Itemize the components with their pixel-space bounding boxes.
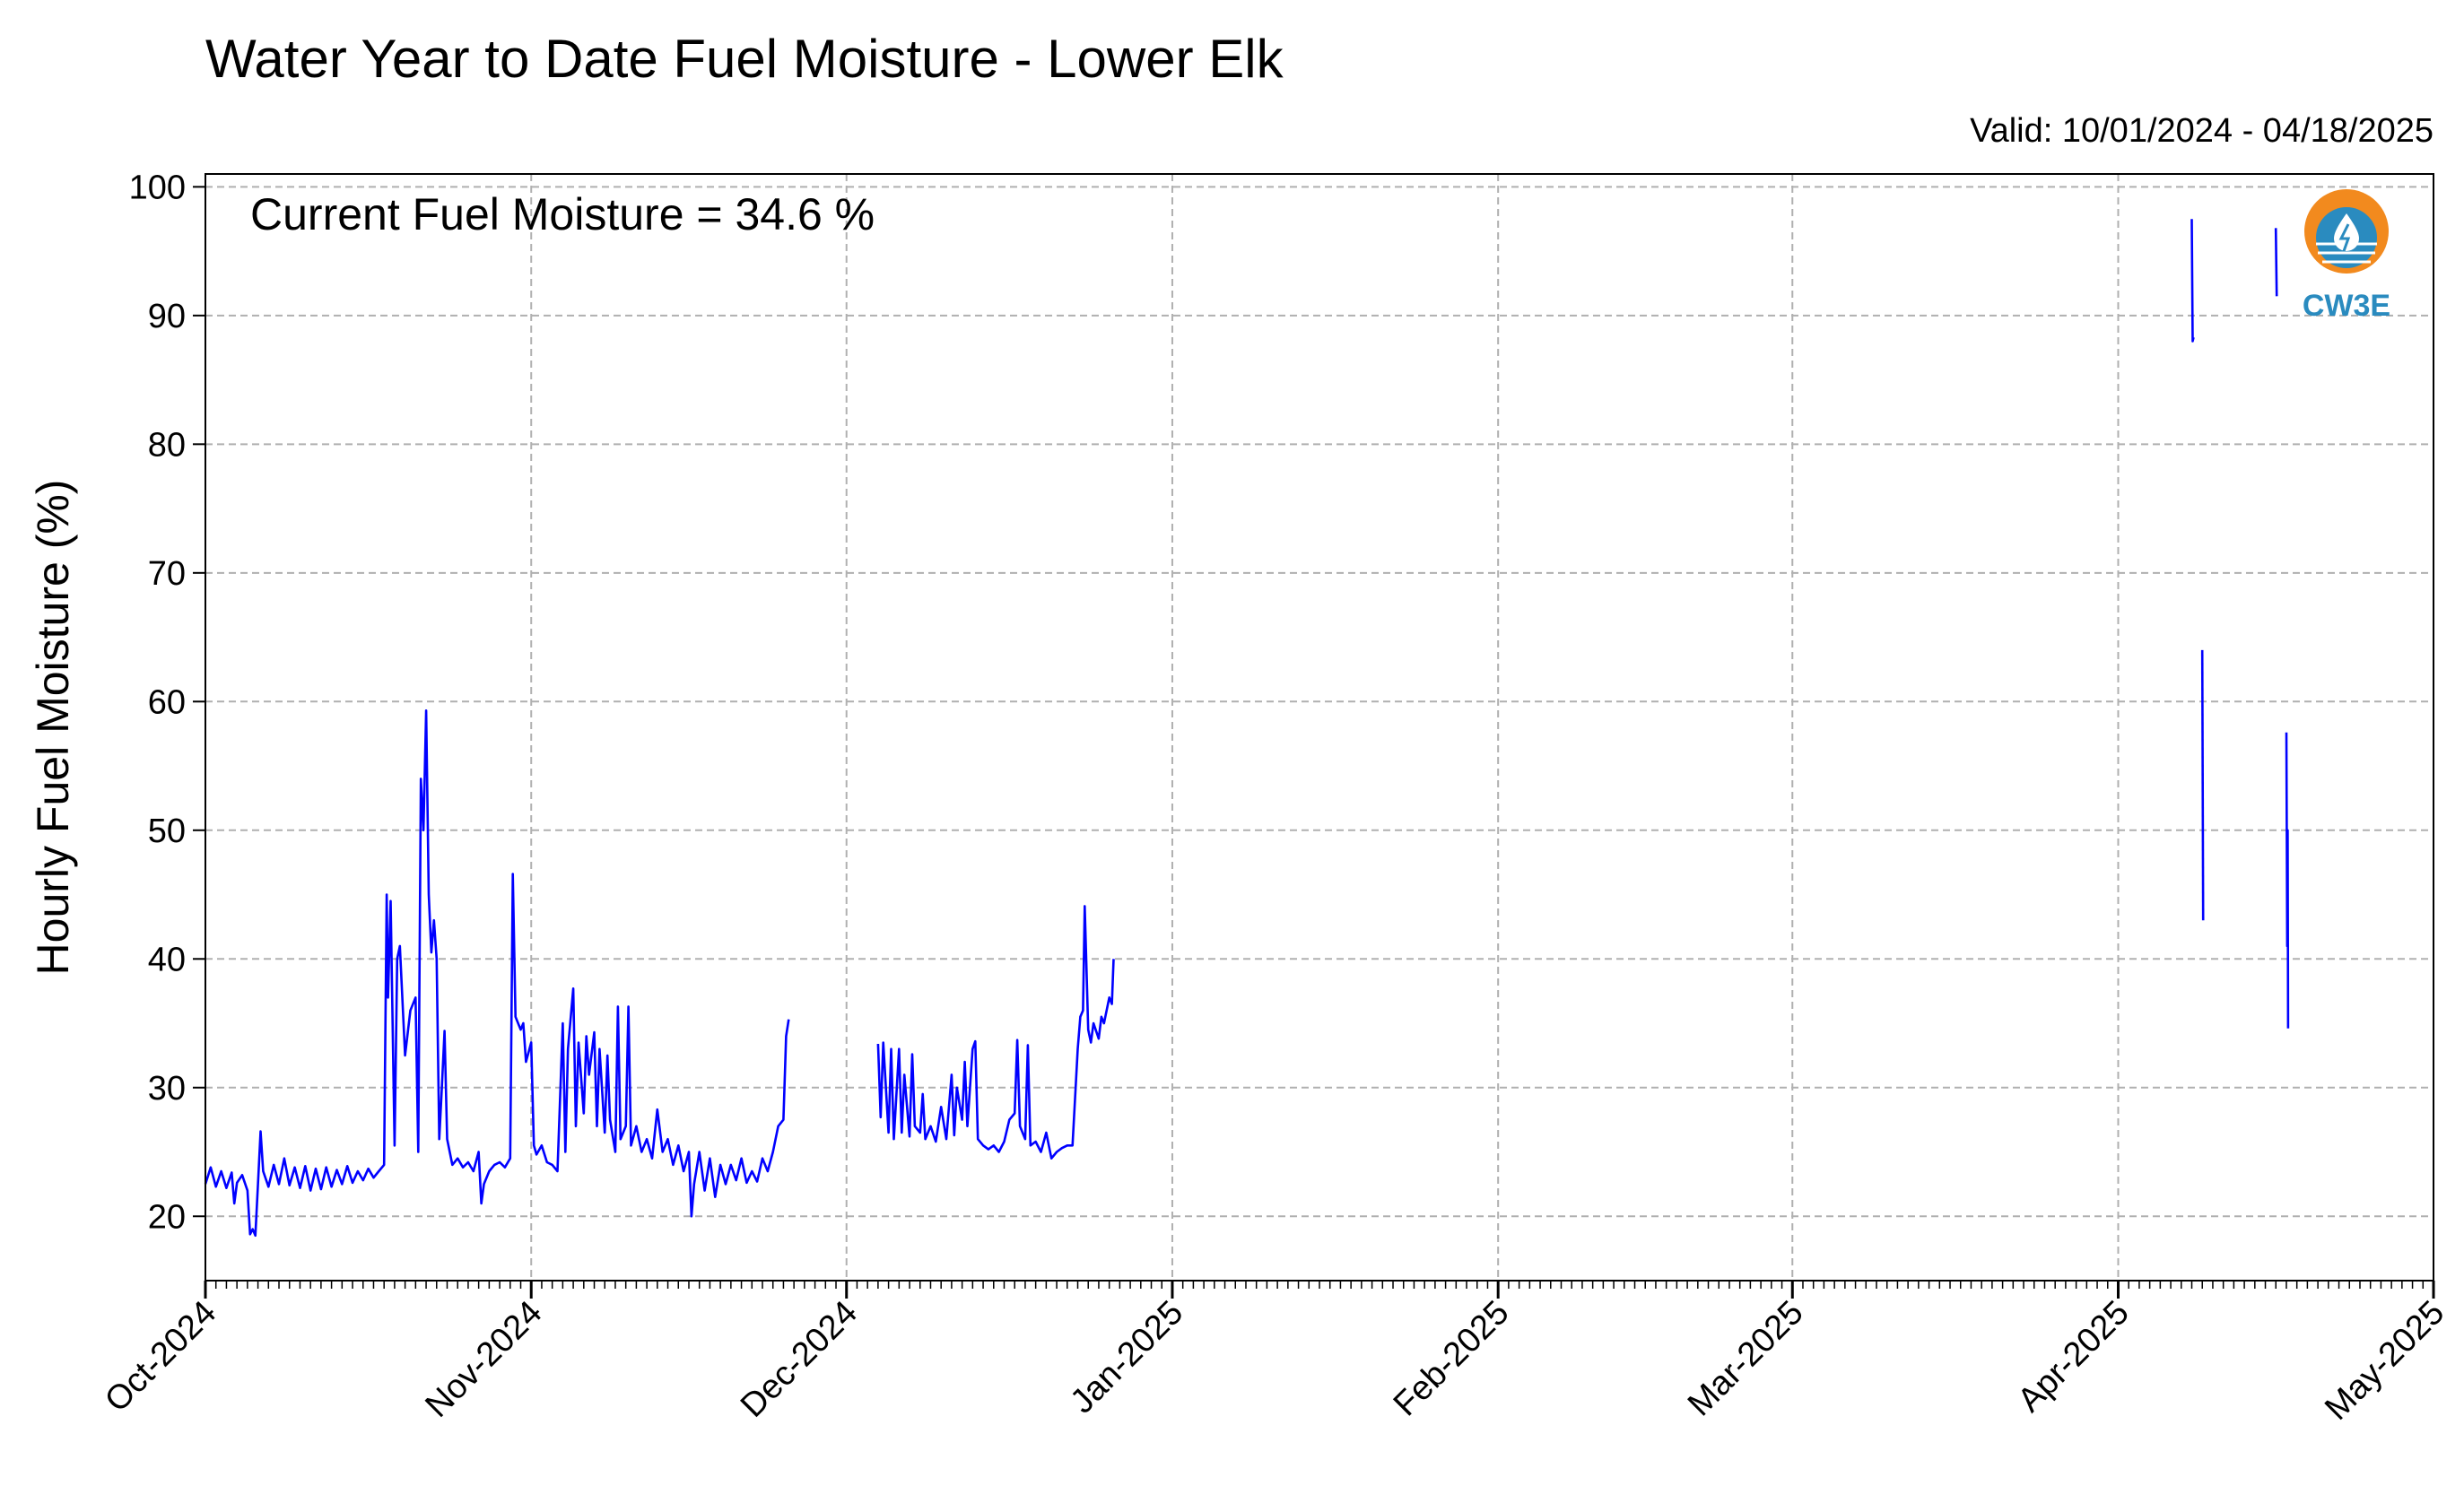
y-tick-label: 60 — [148, 683, 186, 721]
chart-subtitle: Valid: 10/01/2024 - 04/18/2025 — [1970, 112, 2434, 150]
droplet-icon — [2334, 213, 2359, 251]
series-line-segment — [2285, 732, 2290, 1029]
y-tick-label: 40 — [148, 941, 186, 978]
y-tick-label: 20 — [148, 1198, 186, 1236]
series-line-segment — [204, 709, 790, 1238]
grid-lines — [205, 174, 2434, 1281]
series-line-segment — [876, 905, 1115, 1160]
y-tick-label: 80 — [148, 426, 186, 464]
series-line-segment — [2200, 649, 2205, 921]
logo-text: CW3E — [2303, 289, 2390, 323]
lightning-icon — [2338, 223, 2351, 252]
current-fuel-moisture-annotation: Current Fuel Moisture = 34.6 % — [250, 189, 875, 239]
y-tick-label: 100 — [129, 169, 186, 206]
y-tick-label: 70 — [148, 555, 186, 593]
y-axis-label: Hourly Fuel Moisture (%) — [28, 480, 78, 976]
y-tick-label: 50 — [148, 812, 186, 850]
series-line-segment — [2274, 228, 2278, 297]
cw3e-logo: CW3E — [2303, 189, 2390, 323]
series-lines — [204, 219, 2290, 1238]
y-tick-label: 30 — [148, 1070, 186, 1108]
series-line-segment — [2190, 219, 2195, 343]
chart-title: Water Year to Date Fuel Moisture - Lower… — [205, 29, 1284, 89]
y-tick-label: 90 — [148, 298, 186, 335]
plot-frame — [205, 173, 2434, 1282]
x-minor-ticks — [205, 1281, 2434, 1289]
